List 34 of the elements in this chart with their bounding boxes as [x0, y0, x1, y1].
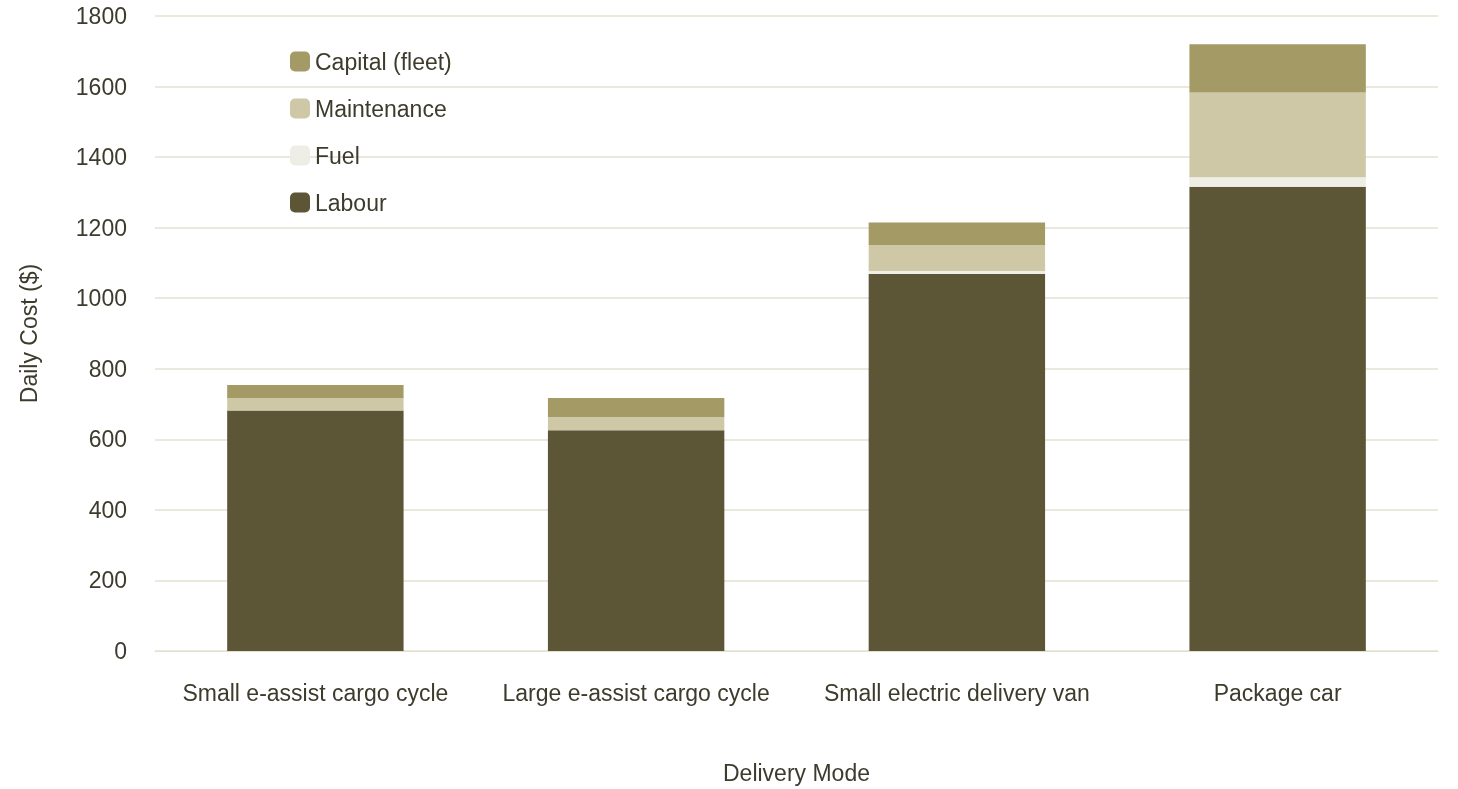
y-tick-label: 1400 — [75, 144, 127, 171]
bar — [547, 398, 725, 418]
bar — [1189, 92, 1366, 178]
y-tick-label: 1600 — [75, 73, 127, 100]
y-tick-label: 1800 — [75, 3, 127, 29]
y-tick-label: 1200 — [75, 214, 127, 241]
x-tick-label: Package car — [1213, 679, 1342, 706]
bar — [227, 398, 404, 411]
bar — [547, 417, 725, 431]
bar — [868, 244, 1046, 272]
legend-label: Labour — [315, 189, 387, 216]
y-tick-label: 800 — [88, 355, 127, 382]
x-tick-label: Small electric delivery van — [823, 679, 1090, 706]
bar — [1189, 177, 1366, 187]
bar — [868, 273, 1046, 651]
x-tick-label: Large e-assist cargo cycle — [502, 679, 770, 706]
y-axis-title: Daily Cost ($) — [15, 263, 42, 404]
y-tick-label: 200 — [88, 567, 127, 594]
legend-label: Fuel — [315, 142, 360, 169]
bar — [547, 430, 725, 651]
y-tick-label: 0 — [114, 638, 127, 664]
y-tick-label: 400 — [88, 496, 127, 523]
bar — [868, 222, 1046, 245]
y-tick-label: 600 — [88, 426, 127, 453]
bar — [227, 410, 404, 651]
bar — [227, 385, 404, 399]
x-axis-title: Delivery Mode — [723, 759, 870, 786]
x-tick-label: Small e-assist cargo cycle — [182, 679, 449, 706]
legend-label: Maintenance — [315, 95, 447, 122]
bar — [1189, 186, 1366, 651]
bar — [868, 271, 1046, 274]
legend-label: Capital (fleet) — [315, 48, 452, 75]
bar — [1189, 44, 1366, 93]
y-tick-label: 1000 — [75, 285, 127, 312]
